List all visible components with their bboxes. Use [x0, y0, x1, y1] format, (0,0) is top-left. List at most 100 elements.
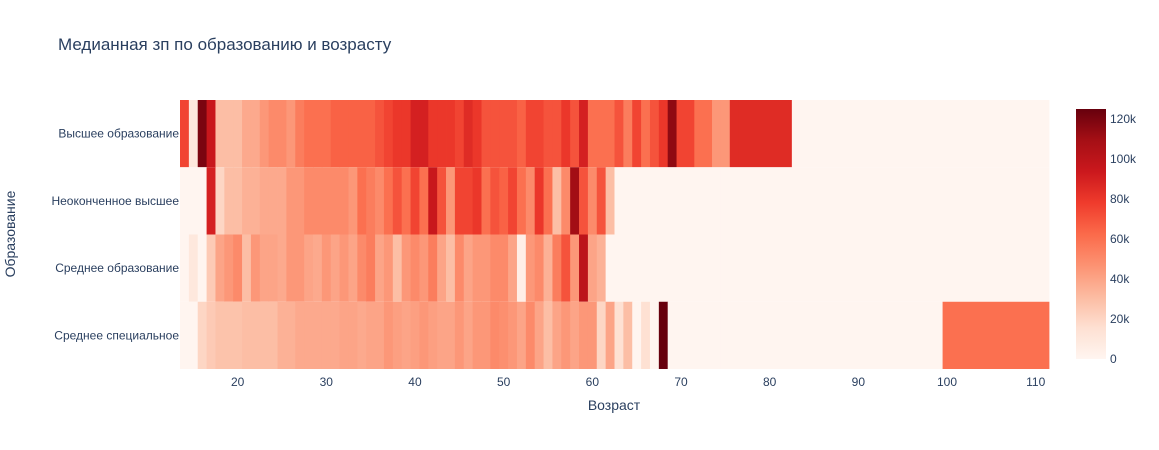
heatmap-cell: [224, 301, 234, 369]
heatmap-cell: [357, 100, 367, 168]
heatmap-cell: [596, 301, 607, 369]
x-tick-labels: 20 30 40 50 60 70 80 90 100 110: [231, 375, 1046, 389]
heatmap-cell: [268, 234, 278, 302]
heatmap-cell: [401, 301, 411, 369]
heatmap-cell: [579, 100, 589, 168]
heatmap-cell: [614, 100, 624, 168]
heatmap-cell: [525, 234, 536, 302]
heatmap-cell: [472, 167, 482, 235]
heatmap-cell: [712, 234, 722, 302]
heatmap-cell: [366, 100, 376, 168]
heatmap-cell: [614, 167, 624, 235]
heatmap-cell: [738, 167, 793, 235]
heatmap-cell: [330, 167, 341, 235]
heatmap-cell: [428, 167, 438, 235]
heatmap-cell: [791, 167, 943, 235]
heatmap-cell: [259, 301, 270, 369]
heatmap-cell: [472, 234, 482, 302]
heatmap-cell: [463, 167, 474, 235]
heatmap-cell: [197, 167, 207, 235]
heatmap-cell: [543, 301, 553, 369]
heatmap-cell: [543, 167, 553, 235]
heatmap-cell: [667, 167, 677, 235]
heatmap-cell: [463, 234, 474, 302]
heatmap-cell: [366, 301, 376, 369]
heatmap-cell: [685, 234, 695, 302]
heatmap-cell: [632, 301, 642, 369]
heatmap-cell: [286, 234, 296, 302]
heatmap-cell: [534, 167, 544, 235]
heatmap-cell: [268, 100, 278, 168]
heatmap-cell: [295, 167, 305, 235]
heatmap-cell: [791, 301, 943, 369]
heatmap-cell: [224, 167, 234, 235]
heatmap-cell: [499, 100, 509, 168]
heatmap-cell: [357, 301, 367, 369]
heatmap-cell: [614, 301, 624, 369]
heatmap-cell: [215, 234, 225, 302]
heatmap-cell: [224, 100, 234, 168]
heatmap-cell: [321, 167, 332, 235]
colorbar-tick-label: 0: [1110, 352, 1117, 366]
heatmap-cell: [596, 100, 607, 168]
heatmap-cell: [720, 234, 731, 302]
heatmap-cell: [623, 301, 633, 369]
heatmap-cell: [632, 167, 642, 235]
heatmap-cell: [499, 167, 509, 235]
heatmap-cell: [685, 100, 695, 168]
heatmap-cell: [570, 301, 580, 369]
heatmap-cell: [703, 100, 713, 168]
heatmap-cell: [313, 100, 323, 168]
heatmap-cell: [259, 100, 270, 168]
heatmap-cell: [428, 100, 438, 168]
heatmap-cell: [313, 301, 323, 369]
heatmap-cell: [605, 234, 615, 302]
x-tick-label: 110: [1026, 375, 1045, 389]
heatmap-cell: [623, 234, 633, 302]
heatmap-cell: [516, 234, 527, 302]
heatmap-cell: [286, 167, 296, 235]
heatmap-cell: [712, 100, 722, 168]
heatmap-cell: [454, 234, 465, 302]
heatmap-cell: [525, 100, 536, 168]
heatmap-cell: [490, 301, 500, 369]
heatmap-cell: [667, 301, 677, 369]
heatmap-cell: [419, 100, 429, 168]
heatmap-cell: [694, 167, 704, 235]
heatmap-cell: [490, 234, 500, 302]
heatmap-cell: [375, 167, 385, 235]
heatmap-cell: [233, 234, 243, 302]
heatmap-cell: [250, 100, 261, 168]
heatmap-cell: [712, 301, 722, 369]
heatmap-cell: [366, 234, 376, 302]
heatmap-cell: [437, 100, 447, 168]
heatmap-cell: [375, 301, 385, 369]
heatmap-cell: [250, 301, 261, 369]
heatmap-cell: [658, 234, 669, 302]
heatmap-cell: [392, 167, 403, 235]
heatmap-cell: [516, 301, 527, 369]
colorbar-tick-label: 80k: [1110, 192, 1130, 206]
heatmap-cell: [703, 234, 713, 302]
heatmap-cell: [791, 100, 943, 168]
heatmap-cell: [463, 301, 474, 369]
heatmap-cell: [304, 100, 314, 168]
heatmap-cell: [508, 100, 518, 168]
heatmap-cell: [658, 100, 669, 168]
x-tick-label: 30: [320, 375, 334, 389]
heatmap-cell: [641, 301, 651, 369]
heatmap-cell: [463, 100, 474, 168]
heatmap-cell: [446, 167, 456, 235]
heatmap-cell: [330, 234, 341, 302]
heatmap-cell: [605, 100, 615, 168]
heatmap-cell: [490, 100, 500, 168]
heatmap-cell: [472, 301, 482, 369]
heatmap-cell: [259, 167, 270, 235]
heatmap-cell: [587, 100, 598, 168]
heatmap-cell: [428, 301, 438, 369]
heatmap-cell: [561, 167, 571, 235]
heatmap-cell: [277, 167, 287, 235]
heatmap-cell: [552, 301, 562, 369]
heatmap-cell: [383, 100, 394, 168]
